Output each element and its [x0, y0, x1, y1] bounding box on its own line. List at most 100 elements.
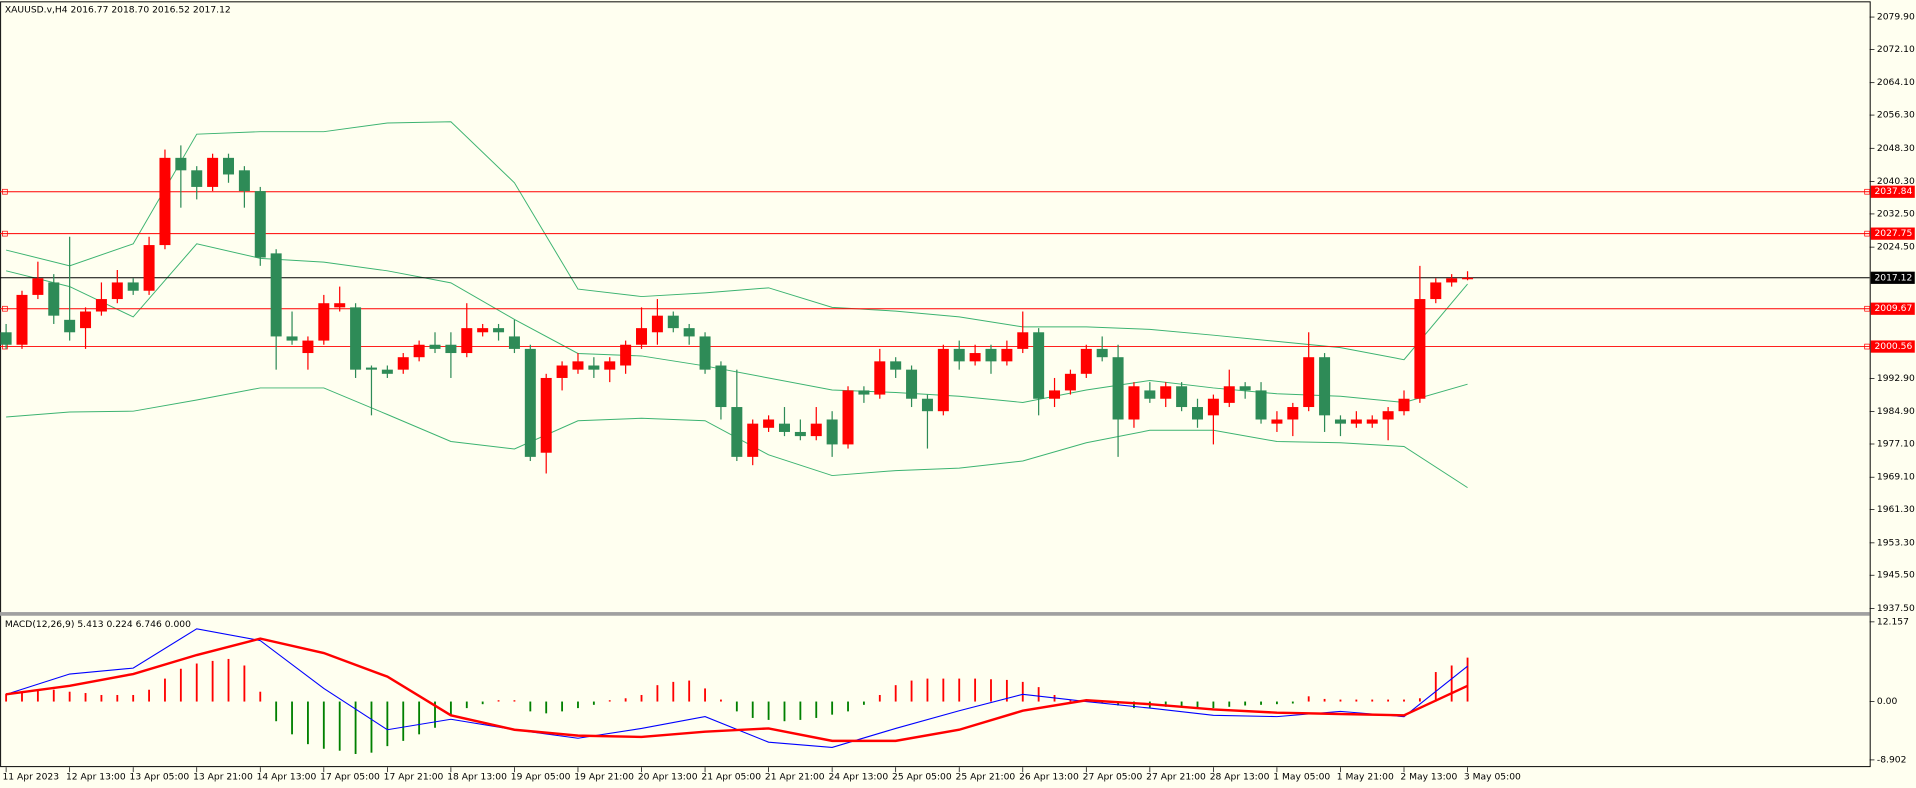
- candle-body: [318, 303, 330, 341]
- level-label-box: [1870, 227, 1915, 240]
- level-label-box: [1870, 340, 1915, 353]
- signal-line: [5, 637, 1469, 743]
- histogram-bar: [513, 700, 516, 702]
- candle-body: [842, 390, 854, 445]
- histogram-bar: [100, 694, 103, 702]
- histogram-bar: [1403, 699, 1405, 702]
- candle-body: [1033, 332, 1045, 399]
- histogram-bar: [1133, 701, 1135, 709]
- histogram-bar: [307, 701, 309, 745]
- candle-body: [556, 365, 568, 378]
- candle-body: [858, 390, 870, 395]
- histogram-bar: [1021, 681, 1024, 702]
- x-tick-label: 19 Apr 21:00: [574, 772, 634, 783]
- histogram-bar: [783, 701, 786, 722]
- candle-body: [874, 361, 886, 395]
- x-tick-label: 14 Apr 13:00: [257, 772, 317, 783]
- candle-body: [397, 357, 409, 370]
- histogram-bar: [259, 691, 262, 702]
- candle-body: [906, 369, 918, 399]
- histogram-bar: [1164, 701, 1167, 707]
- pane-separator: [0, 612, 1870, 616]
- indicator-title: MACD(12,26,9) 5.413 0.224 6.746 0.000: [5, 619, 191, 630]
- histogram-bar: [1434, 672, 1437, 702]
- histogram-bar: [1371, 699, 1374, 702]
- y-tick-label: 1984.90: [1877, 406, 1915, 417]
- level-marker: [1864, 188, 1870, 195]
- histogram-bar: [529, 701, 532, 712]
- candle-body: [794, 431, 806, 437]
- x-tick-label: 25 Apr 05:00: [892, 772, 952, 783]
- candle-body: [699, 336, 711, 370]
- candle-body: [350, 307, 362, 370]
- y-tick-label: 1937.50: [1877, 603, 1915, 614]
- histogram-bar: [751, 701, 754, 718]
- histogram-bar: [1260, 701, 1262, 705]
- candle-body: [1001, 348, 1013, 362]
- histogram-bar: [21, 691, 23, 702]
- x-tick-label: 21 Apr 05:00: [701, 772, 761, 783]
- candle-body: [143, 245, 155, 291]
- histogram-bar: [116, 694, 119, 702]
- current-price-label: 2017.12: [1874, 272, 1912, 283]
- candle-body: [381, 369, 393, 374]
- current-price-box: [1870, 271, 1915, 284]
- histogram-bar: [1037, 687, 1040, 702]
- histogram-bar: [767, 701, 770, 720]
- x-tick-label: 24 Apr 13:00: [828, 772, 888, 783]
- candle-body: [508, 336, 520, 349]
- histogram-bar: [1466, 657, 1469, 702]
- y-tick-label: 2048.30: [1877, 143, 1915, 154]
- candle-body: [1398, 398, 1410, 412]
- x-tick-label: 2 May 13:00: [1400, 772, 1457, 783]
- x-tick-label: 25 Apr 21:00: [956, 772, 1016, 783]
- candle-body: [175, 157, 187, 171]
- histogram-bar: [561, 701, 564, 712]
- candle-body: [1144, 390, 1156, 399]
- candle-body: [32, 278, 44, 295]
- candle-body: [572, 361, 584, 370]
- x-tick-label: 17 Apr 21:00: [384, 772, 444, 783]
- candle-body: [826, 419, 838, 445]
- candle-body: [1303, 357, 1315, 408]
- histogram-bar: [878, 694, 881, 702]
- histogram-bar: [910, 680, 913, 702]
- candle-body: [540, 377, 552, 453]
- histogram-bar: [243, 665, 246, 702]
- level-label: 2027.75: [1874, 228, 1912, 239]
- x-tick-label: 11 Apr 2023: [2, 772, 59, 783]
- candle-body: [302, 340, 314, 354]
- candle-body: [937, 348, 949, 412]
- candle-body: [0, 332, 12, 345]
- histogram-bar: [322, 701, 325, 749]
- x-tick-label: 27 Apr 21:00: [1146, 772, 1206, 783]
- candle-body: [1192, 407, 1203, 420]
- histogram-bar: [608, 700, 611, 702]
- candle-body: [191, 170, 203, 187]
- candle-body: [1096, 348, 1108, 358]
- candle-body: [1319, 357, 1331, 416]
- histogram-bar: [974, 678, 977, 702]
- histogram-bar: [68, 691, 71, 702]
- histogram-bar: [1355, 699, 1358, 702]
- candle-body: [238, 170, 250, 192]
- candle-body: [80, 311, 92, 329]
- histogram-bar: [84, 693, 87, 702]
- candle-body: [1064, 373, 1076, 391]
- level-label-box: [1870, 185, 1915, 198]
- candle-body: [16, 294, 28, 345]
- histogram-bar: [926, 678, 929, 702]
- x-tick-label: 21 Apr 21:00: [765, 772, 825, 783]
- histogram-bar: [577, 701, 579, 709]
- candle-body: [1049, 390, 1061, 399]
- candle-body: [1239, 386, 1251, 391]
- candle-body: [461, 328, 473, 354]
- candle-body: [620, 344, 632, 366]
- y-tick-label: 2072.10: [1877, 44, 1915, 55]
- candle-body: [1287, 407, 1299, 420]
- level-marker: [2, 305, 8, 312]
- candle-body: [413, 344, 425, 358]
- candle-body: [286, 336, 298, 341]
- x-tick-label: 19 Apr 05:00: [511, 772, 571, 783]
